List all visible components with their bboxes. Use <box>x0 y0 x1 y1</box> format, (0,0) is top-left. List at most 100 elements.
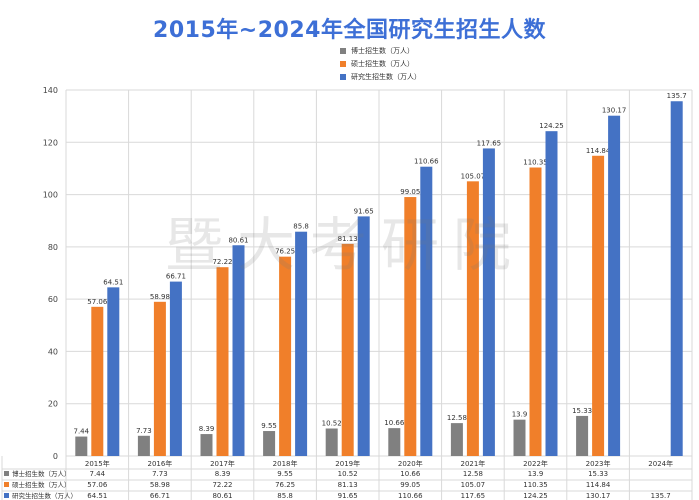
table-cell: 10.66 <box>400 470 421 478</box>
legend-label-master: 硕士招生数（万人） <box>351 59 414 68</box>
table-swatch <box>4 493 9 498</box>
x-tick-label: 2022年 <box>523 459 548 468</box>
table-cell: 15.33 <box>588 470 608 478</box>
data-label: 99.05 <box>400 188 420 196</box>
table-row-label: 博士招生数（万人） <box>12 469 71 478</box>
legend-item-phd: 博士招生数（万人） <box>340 44 421 57</box>
table-cell: 10.52 <box>338 470 358 478</box>
table-cell: 64.51 <box>87 492 107 500</box>
bar-total <box>608 115 621 456</box>
table-cell: 8.39 <box>215 470 231 478</box>
bar-total <box>107 287 120 456</box>
x-tick-label: 2018年 <box>273 459 298 468</box>
y-tick-label: 80 <box>48 243 58 252</box>
y-tick-label: 0 <box>53 452 58 461</box>
legend-label-phd: 博士招生数（万人） <box>351 46 414 55</box>
bar-master <box>91 306 104 456</box>
data-label: 81.13 <box>338 235 358 243</box>
data-label: 80.61 <box>228 236 248 244</box>
legend-item-master: 硕士招生数（万人） <box>340 57 421 70</box>
y-tick-label: 120 <box>43 138 58 147</box>
y-tick-label: 100 <box>43 191 58 200</box>
table-cell: 124.25 <box>523 492 548 500</box>
data-label: 7.44 <box>74 428 90 436</box>
data-label: 9.55 <box>261 422 277 430</box>
legend-swatch-total <box>340 73 346 80</box>
bar-total <box>545 131 558 457</box>
data-label: 15.33 <box>572 407 592 415</box>
bar-total <box>482 148 495 456</box>
data-label: 66.71 <box>166 273 186 281</box>
data-label: 10.52 <box>322 419 342 427</box>
data-label: 10.66 <box>384 419 405 427</box>
table-swatch <box>4 471 9 476</box>
legend-swatch-master <box>340 60 346 67</box>
table-cell: 9.55 <box>277 470 293 478</box>
table-cell: 7.73 <box>152 470 168 478</box>
legend-swatch-phd <box>340 47 346 54</box>
table-cell: 7.44 <box>90 470 106 478</box>
table-cell: 57.06 <box>87 481 108 489</box>
bar-phd <box>325 428 338 456</box>
x-tick-label: 2019年 <box>335 459 360 468</box>
table-row-label: 研究生招生数（万人） <box>12 491 77 500</box>
bar-master <box>153 301 166 456</box>
table-cell: 110.66 <box>398 492 423 500</box>
data-label: 117.65 <box>477 139 502 147</box>
data-label: 105.07 <box>461 172 486 180</box>
data-label: 130.17 <box>602 107 627 115</box>
bar-total <box>295 231 308 456</box>
watermark: 暨大考研院 <box>165 211 526 279</box>
x-tick-label: 2020年 <box>398 459 423 468</box>
table-cell: 81.13 <box>338 481 358 489</box>
y-tick-label: 40 <box>48 347 58 356</box>
chart-legend: 博士招生数（万人） 硕士招生数（万人） 研究生招生数（万人） <box>340 44 421 83</box>
data-label: 12.58 <box>447 414 467 422</box>
x-tick-label: 2024年 <box>648 459 673 468</box>
table-cell: 135.7 <box>651 492 671 500</box>
y-tick-label: 20 <box>48 400 58 409</box>
table-row-label: 硕士招生数（万人） <box>12 480 71 489</box>
table-cell: 66.71 <box>150 492 170 500</box>
data-label: 110.35 <box>523 159 548 167</box>
data-label: 124.25 <box>539 122 564 130</box>
x-tick-label: 2016年 <box>147 459 172 468</box>
table-cell: 80.61 <box>212 492 232 500</box>
y-tick-label: 140 <box>43 86 58 95</box>
bar-total <box>232 245 245 456</box>
x-tick-label: 2021年 <box>460 459 485 468</box>
table-cell: 72.22 <box>212 481 232 489</box>
data-label: 57.06 <box>87 298 108 306</box>
table-cell: 114.84 <box>586 481 611 489</box>
bar-phd <box>200 434 213 456</box>
data-label: 85.8 <box>293 223 309 231</box>
table-cell: 12.58 <box>463 470 483 478</box>
data-label: 58.98 <box>150 293 170 301</box>
bar-master <box>466 181 479 456</box>
bar-master <box>216 267 229 456</box>
data-label: 64.51 <box>103 278 123 286</box>
data-label: 110.66 <box>414 158 439 166</box>
table-cell: 99.05 <box>400 481 420 489</box>
bar-total <box>169 281 182 456</box>
legend-label-total: 研究生招生数（万人） <box>351 72 421 81</box>
data-label: 13.9 <box>512 411 528 419</box>
x-tick-label: 2017年 <box>210 459 235 468</box>
table-cell: 76.25 <box>275 481 295 489</box>
chart-title: 2015年~2024年全国研究生招生人数 <box>153 18 546 43</box>
data-label: 114.84 <box>586 147 611 155</box>
bar-phd <box>137 435 150 456</box>
data-label: 8.39 <box>199 425 215 433</box>
bar-master <box>404 197 417 456</box>
bar-total <box>357 216 370 456</box>
table-cell: 85.8 <box>277 492 293 500</box>
x-tick-label: 2023年 <box>586 459 611 468</box>
table-cell: 130.17 <box>586 492 611 500</box>
bar-phd <box>576 415 589 456</box>
bar-phd <box>75 436 88 456</box>
table-cell: 105.07 <box>461 481 486 489</box>
bar-master <box>592 155 605 456</box>
bar-master <box>279 256 292 456</box>
table-cell: 13.9 <box>528 470 544 478</box>
